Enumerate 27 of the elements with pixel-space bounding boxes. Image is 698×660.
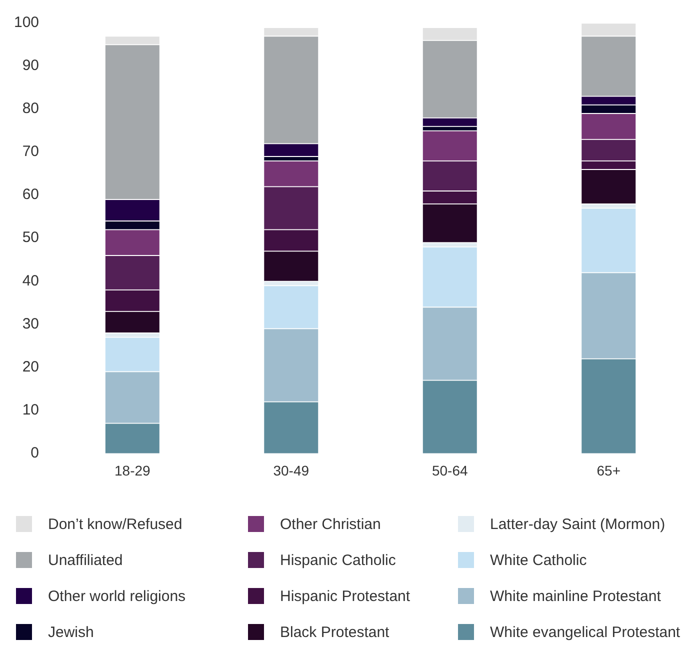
y-tick-label: 30	[22, 315, 40, 332]
y-tick-label: 70	[22, 143, 40, 160]
legend-label: Don’t know/Refused	[48, 516, 182, 532]
y-tick-label: 90	[22, 57, 40, 74]
x-tick-label: 50-64	[432, 462, 468, 478]
legend-label: Jewish	[48, 624, 94, 640]
y-tick-label: 40	[22, 272, 40, 290]
legend-label: Hispanic Protestant	[280, 588, 410, 604]
y-tick-label: 50	[22, 229, 40, 246]
y-tick-label: 0	[30, 444, 40, 462]
x-tick-label: 18-29	[114, 462, 151, 478]
y-tick-label: 10	[22, 401, 40, 418]
legend-label: Latter-day Saint (Mormon)	[490, 516, 666, 532]
y-tick-label: 60	[22, 186, 40, 204]
legend-label: White evangelical Protestant	[490, 624, 680, 640]
legend-label: White mainline Protestant	[490, 588, 661, 604]
legend-label: Black Protestant	[280, 624, 390, 640]
legend-label: Other world religions	[48, 588, 186, 604]
y-tick-label: 100	[14, 14, 40, 32]
legend-label: Unaffiliated	[48, 552, 123, 568]
x-tick-label: 65+	[596, 462, 621, 478]
y-tick-label: 20	[22, 358, 40, 376]
legend-label: Hispanic Catholic	[280, 552, 396, 568]
legend-label: Other Christian	[280, 516, 381, 532]
legend-label: White Catholic	[490, 552, 587, 568]
y-tick-label: 80	[22, 100, 40, 118]
x-tick-label: 30-49	[273, 462, 310, 478]
